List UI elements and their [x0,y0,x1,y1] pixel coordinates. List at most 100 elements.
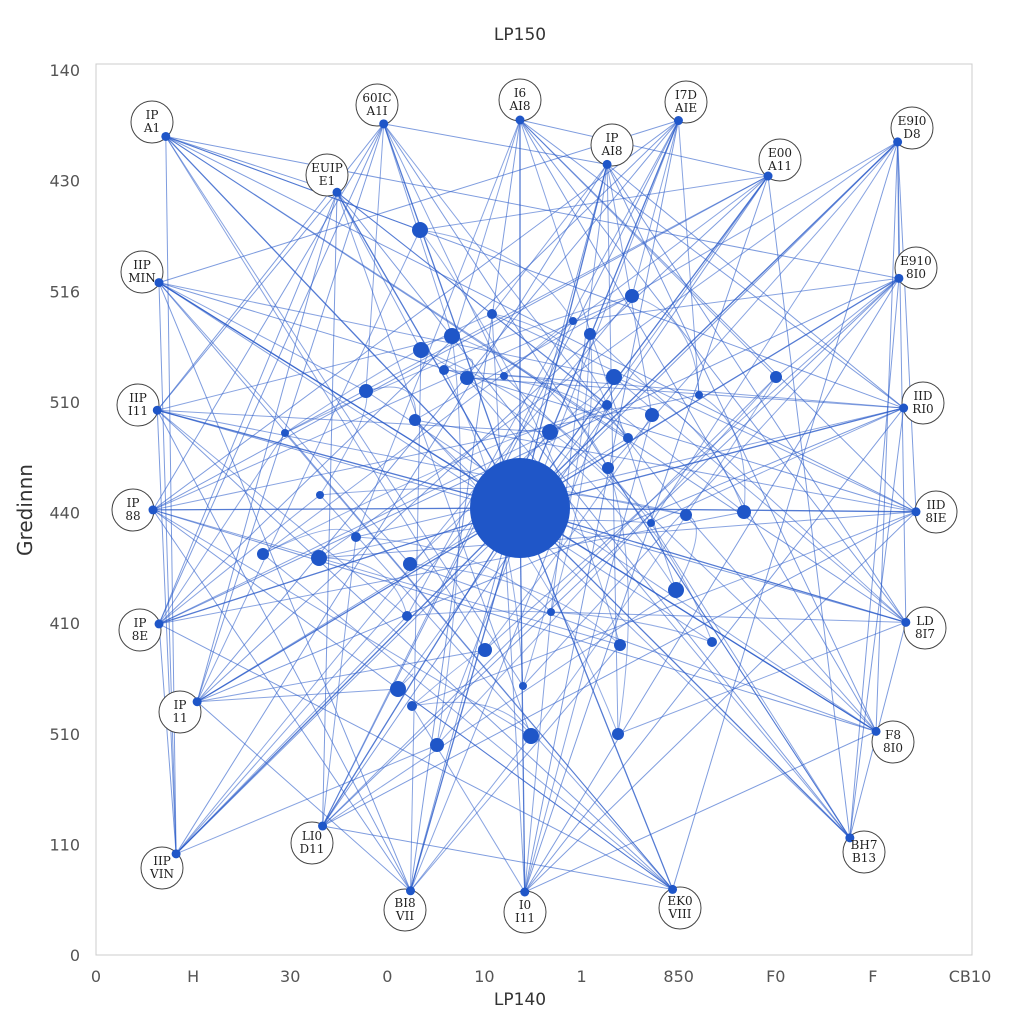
edge [491,313,526,893]
edge [336,191,745,513]
edge [336,192,422,351]
edge [849,278,900,838]
edge [196,123,385,702]
edge [420,349,652,524]
edge [572,277,899,322]
edge [196,229,421,702]
x-tick-label: 10 [474,967,494,986]
edge [613,376,907,623]
edge [156,409,411,892]
node-port [406,886,416,896]
node-port [520,887,530,897]
edge [322,536,357,827]
node-label: VIN [149,867,174,881]
node [894,246,938,290]
edge [165,136,904,409]
inner-dot [351,532,361,542]
edge [196,701,411,892]
node-port [893,137,903,147]
y-tick-label: 440 [49,504,80,523]
edge [156,409,408,617]
x-axis-label: LP140 [494,990,546,1010]
node-port [318,821,328,831]
edge [410,349,422,891]
edge [550,333,593,613]
edge [519,407,904,509]
edge [158,623,673,890]
edge [196,120,679,703]
node-label: 8I7 [915,627,935,641]
edge [519,119,904,409]
inner-dot [519,682,527,690]
edge [284,432,673,890]
edge [466,377,851,839]
edge [152,295,633,511]
edge [158,282,411,565]
edge [519,164,608,509]
edge [519,507,907,623]
edge [519,277,900,509]
edge [152,509,411,892]
node-port [152,405,162,415]
edge [589,333,907,623]
edge [484,277,900,651]
node-label: D11 [300,842,325,856]
edge [322,825,673,890]
node [305,153,349,197]
edge [410,735,532,892]
node-label: IP [146,108,159,122]
edge [436,335,461,746]
edge [158,494,321,625]
node [903,606,947,650]
edge [519,507,877,732]
edge [152,509,621,646]
inner-dot [668,582,684,598]
node-port [911,507,921,517]
node-port [154,278,164,288]
edge [175,744,438,855]
x-tick-label: 30 [280,967,300,986]
node-label: RI0 [912,402,933,416]
edge [152,123,385,511]
edge [549,431,713,643]
node-label: E9I0 [898,114,927,128]
inner-dot [523,728,539,744]
inner-dot [413,342,429,358]
edge [443,119,521,371]
inner-dot [602,462,614,474]
edge [158,282,411,891]
edge [524,120,679,893]
edge [152,509,532,737]
node-port [901,617,911,627]
node-label: AI8 [508,99,530,113]
node-label: 8E [132,629,148,643]
edge [175,615,408,855]
node-label: BI8 [394,896,415,910]
edge [158,282,177,854]
edge [397,688,673,890]
inner-dot [623,433,633,443]
inner-dot [645,408,659,422]
edge [156,410,177,854]
edge [262,553,673,890]
inner-dot [409,414,421,426]
node-port [894,273,904,283]
edge [165,136,177,854]
edge [158,282,713,643]
edge [355,119,521,538]
edge [365,386,416,421]
node-port [515,115,525,125]
node [842,830,886,874]
node-label: I11 [515,911,535,925]
inner-dot [614,639,626,651]
x-tick-label: 1 [576,967,586,986]
edge [419,229,574,322]
node [355,83,399,127]
node-port [673,116,683,126]
edge [897,141,907,623]
edge [491,164,608,315]
edge [524,175,769,893]
edge [355,536,552,613]
